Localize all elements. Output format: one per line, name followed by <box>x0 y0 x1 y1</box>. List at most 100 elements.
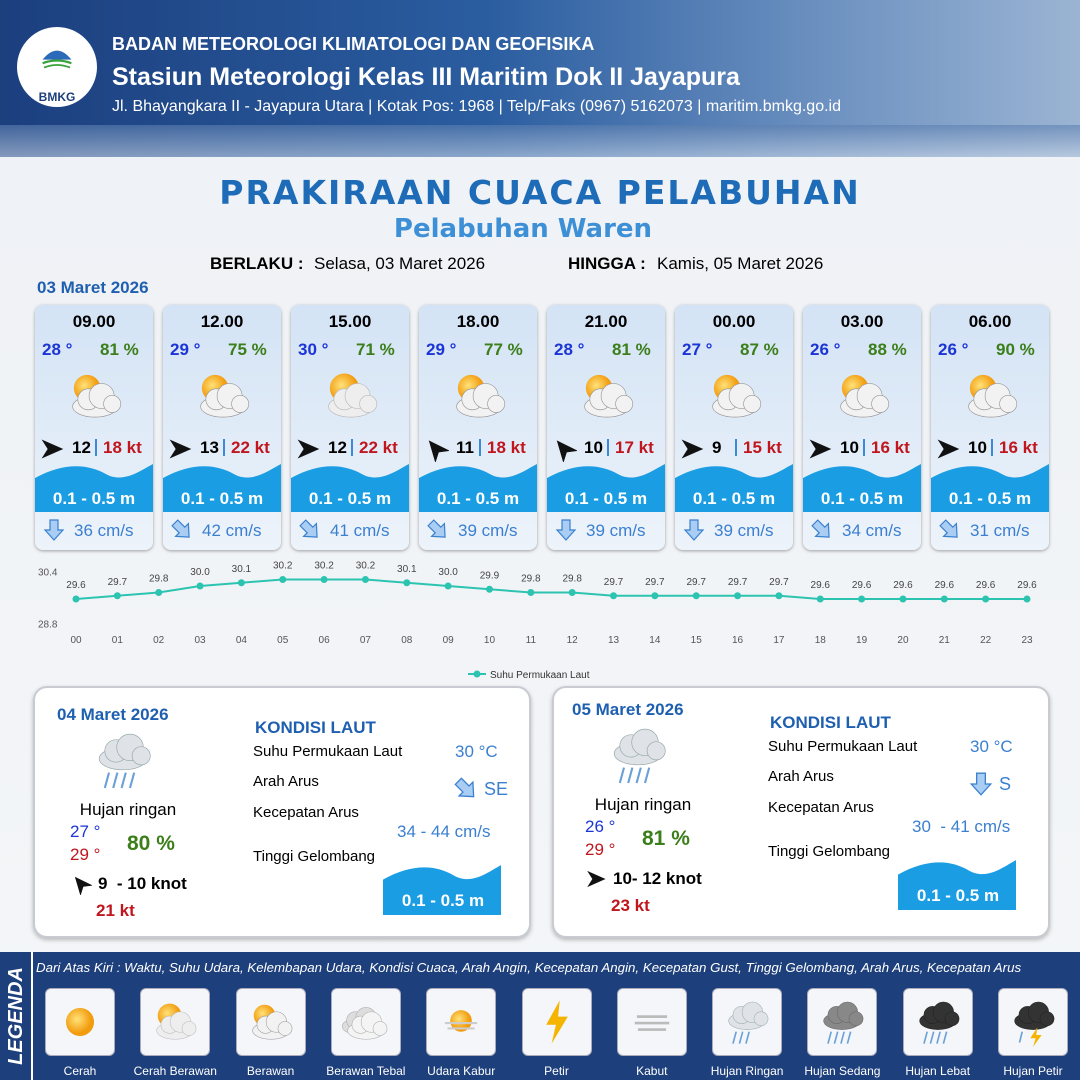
temperature: 26 ° <box>810 340 841 359</box>
current-arrow <box>42 518 66 542</box>
icon-part <box>35 464 153 512</box>
current-speed: 36 cm/s <box>74 521 134 540</box>
icon-part <box>634 1015 670 1031</box>
icon-part <box>72 383 122 418</box>
icon-part <box>456 383 506 418</box>
icon-part <box>556 440 577 462</box>
icon-part <box>675 464 793 512</box>
sst-point <box>651 592 659 600</box>
legend-icon-box <box>616 988 687 1056</box>
icon-part <box>728 1001 769 1044</box>
icon-part <box>297 439 320 459</box>
x-tick-label: 05 <box>277 635 289 646</box>
sst-point <box>361 576 369 583</box>
sst-point <box>1023 595 1031 603</box>
icon-part <box>297 439 320 459</box>
wind-speed: 12 <box>72 438 91 457</box>
icon-part <box>634 1015 670 1031</box>
icon-part <box>712 374 762 418</box>
icon-part <box>454 777 475 798</box>
icon-part <box>871 395 890 413</box>
sea-speed: 30 - 41 cm/s <box>912 817 1011 836</box>
icon-part <box>635 767 642 784</box>
wind-arrow <box>935 436 961 462</box>
time: 03.00 <box>840 312 884 331</box>
icon-part <box>41 439 64 459</box>
address: Jl. Bhayangkara II - Jayapura Utara | Ko… <box>112 98 841 115</box>
x-tick-label: 01 <box>112 635 124 646</box>
wind-arrow <box>167 436 193 462</box>
current-speed: 31 cm/s <box>970 521 1030 540</box>
icon-part <box>171 519 190 538</box>
icon-part <box>43 519 65 541</box>
sst-point <box>610 592 618 600</box>
icon-part <box>681 439 704 459</box>
icon-part <box>712 383 762 418</box>
legend-icon-box <box>140 988 211 1056</box>
wind-arrow <box>423 436 449 462</box>
icon-part <box>969 772 993 796</box>
time: 12.00 <box>200 312 244 331</box>
icon-part <box>341 1007 388 1040</box>
icon-part <box>43 519 65 541</box>
validity-date: Kamis, 05 Maret 2026 <box>657 254 824 273</box>
x-tick-label: 03 <box>194 635 206 646</box>
icon-part <box>847 1031 852 1044</box>
validity-date: Selasa, 03 Maret 2026 <box>314 254 486 273</box>
wind-speed: 10 <box>584 438 603 457</box>
wind-arrow <box>295 436 321 462</box>
icon-part <box>112 772 119 789</box>
time: 21.00 <box>584 312 628 331</box>
sst-point <box>155 589 163 596</box>
temp-min: 26 ° <box>585 817 616 836</box>
current-speed: 39 cm/s <box>714 521 774 540</box>
data-label: 29.8 <box>149 574 169 585</box>
icon-part <box>613 728 666 766</box>
icon-part <box>683 519 705 541</box>
logo-mark <box>27 38 87 74</box>
wave-height: 0.1 - 0.5 m <box>692 489 776 508</box>
icon-part <box>555 519 577 541</box>
wind-arrow <box>551 436 577 462</box>
sea-label: Suhu Permukaan Laut <box>253 743 403 760</box>
current-speed: 42 cm/s <box>202 521 262 540</box>
wind-arrow <box>39 436 65 462</box>
sst-point <box>196 582 204 590</box>
data-label: 29.7 <box>108 577 128 588</box>
icon-part <box>450 1010 472 1032</box>
weather-icon <box>603 719 673 791</box>
x-tick-label: 08 <box>401 635 413 646</box>
x-tick-label: 00 <box>70 635 82 646</box>
icon-part <box>487 395 506 413</box>
sst-point <box>320 576 328 583</box>
sea-speed: 34 - 44 cm/s <box>397 822 491 841</box>
icon-part <box>919 1001 960 1030</box>
weather-icon <box>185 363 261 429</box>
data-label: 29.6 <box>893 580 913 591</box>
time: 18.00 <box>456 312 500 331</box>
header-floor <box>0 125 1080 157</box>
wave-band <box>898 858 1016 910</box>
sst-point <box>734 592 742 600</box>
data-label: 29.6 <box>811 580 831 591</box>
legend-swatch <box>473 670 481 678</box>
wave-band <box>803 462 921 512</box>
icon-part <box>41 439 64 459</box>
temp-max: 29 ° <box>585 840 616 859</box>
gust: 16 kt <box>863 439 910 456</box>
data-label: 29.7 <box>604 577 624 588</box>
humidity: 81 % <box>612 340 651 359</box>
icon-part <box>811 519 830 538</box>
icon-part <box>65 1007 95 1037</box>
icon-part <box>1014 1001 1055 1047</box>
icon-part <box>803 464 921 512</box>
icon-part <box>743 395 762 413</box>
wave-band <box>383 863 501 915</box>
wind-arrow <box>70 873 92 895</box>
wind-speed: 10 <box>968 438 987 457</box>
icon-part <box>587 870 606 888</box>
time: 00.00 <box>712 312 756 331</box>
x-tick-label: 09 <box>443 635 455 646</box>
icon-part <box>103 395 122 413</box>
logo-text: BMKG <box>38 90 76 104</box>
